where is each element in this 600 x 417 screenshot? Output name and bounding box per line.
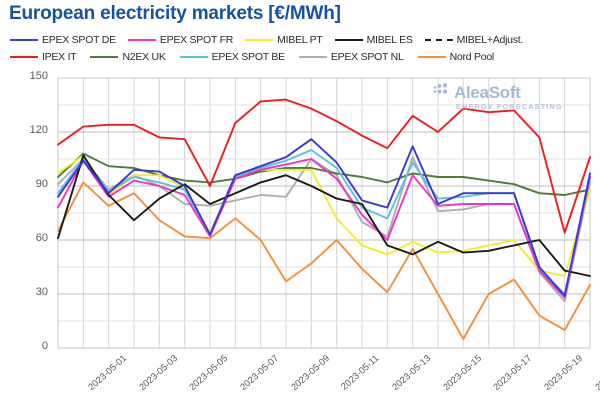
legend-swatch-icon bbox=[179, 55, 208, 58]
legend-item-epex-spot-nl[interactable]: EPEX SPOT NL bbox=[298, 50, 404, 63]
legend-item-ipex-it[interactable]: IPEX IT bbox=[10, 50, 77, 63]
legend-swatch-icon bbox=[298, 55, 327, 58]
legend-label: Nord Pool bbox=[449, 50, 495, 63]
legend-item-n2ex-uk[interactable]: N2EX UK bbox=[90, 50, 166, 63]
y-axis-tick-label: 60 bbox=[35, 232, 48, 244]
series-line-mibel-es bbox=[57, 154, 591, 277]
legend-label: EPEX SPOT FR bbox=[159, 33, 234, 46]
legend-item-mibel-pt[interactable]: MIBEL PT bbox=[245, 33, 323, 46]
series-line-nord-pool bbox=[57, 181, 591, 340]
legend-label: MIBEL+Adjust. bbox=[456, 33, 524, 46]
y-axis-tick-label: 30 bbox=[35, 286, 48, 298]
legend-swatch-icon bbox=[334, 38, 363, 41]
legend-swatch-icon bbox=[245, 38, 274, 41]
y-axis-tick-label: 90 bbox=[35, 178, 48, 190]
legend-item-epex-spot-de[interactable]: EPEX SPOT DE bbox=[10, 34, 116, 46]
plot-border bbox=[57, 77, 591, 349]
legend-row-1: EPEX SPOT DE EPEX SPOT FR MIBEL PT MIBEL ES… bbox=[10, 31, 598, 48]
legend-item-epex-spot-be[interactable]: EPEX SPOT BE bbox=[179, 50, 286, 63]
chart-legend: EPEX SPOT DE EPEX SPOT FR MIBEL PT MIBEL ES… bbox=[10, 31, 598, 65]
series-line-mibel-pt bbox=[57, 154, 591, 277]
legend-label: MIBEL ES bbox=[366, 33, 413, 46]
legend-label: EPEX SPOT BE bbox=[211, 50, 286, 63]
legend-label: EPEX SPOT NL bbox=[330, 50, 404, 63]
legend-swatch-icon bbox=[90, 55, 119, 58]
series-line-epex-spot-fr bbox=[57, 158, 591, 299]
legend-swatch-icon bbox=[10, 38, 38, 41]
legend-item-epex-spot-fr[interactable]: EPEX SPOT FR bbox=[127, 33, 234, 46]
legend-label: IPEX IT bbox=[42, 50, 77, 63]
chart-title: European electricity markets [€/MWh] bbox=[9, 3, 341, 24]
legend-label: N2EX UK bbox=[122, 50, 166, 63]
legend-swatch-icon bbox=[10, 55, 38, 58]
legend-row-2: IPEX IT N2EX UK EPEX SPOT BE EPEX SPOT NL No… bbox=[10, 48, 598, 65]
series-line-ipex-it bbox=[57, 98, 591, 234]
series-line-epex-spot-de bbox=[57, 138, 591, 297]
legend-item-nord-pool[interactable]: Nord Pool bbox=[417, 50, 495, 63]
legend-swatch-icon bbox=[417, 55, 446, 58]
legend-item-mibel-es[interactable]: MIBEL ES bbox=[334, 33, 413, 46]
legend-label: MIBEL PT bbox=[277, 33, 323, 46]
y-axis-tick-label: 120 bbox=[29, 124, 48, 136]
legend-label: EPEX SPOT DE bbox=[42, 33, 116, 46]
y-axis-tick-label: 150 bbox=[29, 70, 48, 82]
legend-item-mibel-adjust[interactable]: MIBEL+Adjust. bbox=[424, 33, 524, 46]
legend-swatch-icon bbox=[127, 38, 156, 41]
legend-swatch-icon bbox=[424, 38, 453, 41]
y-axis-tick-label: 0 bbox=[41, 340, 48, 352]
